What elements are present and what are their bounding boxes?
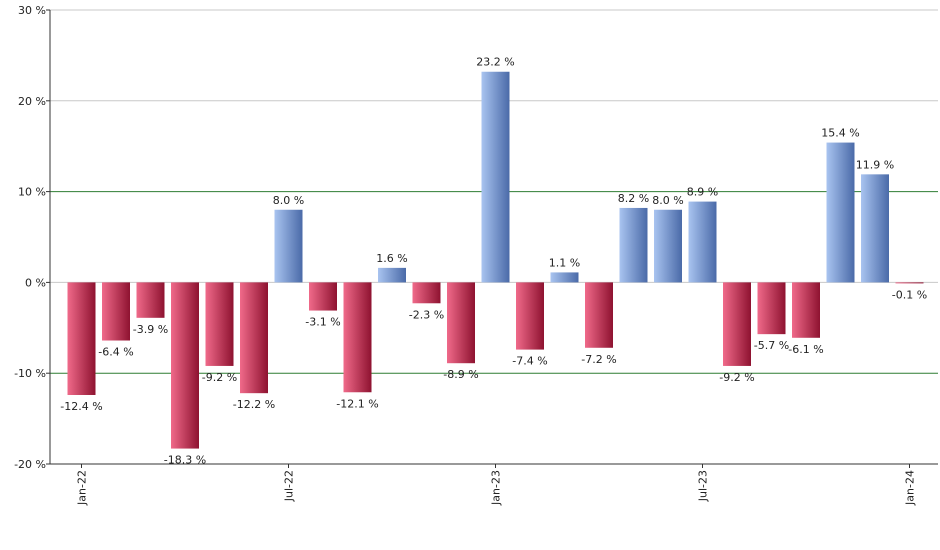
- bar-Jul-22: [274, 209, 303, 283]
- bar-Feb-22: [102, 282, 130, 341]
- data-label-Feb-23: -7.4 %: [512, 355, 547, 368]
- x-tick-label: Jan-24: [904, 470, 917, 506]
- data-labels: -12.4 % -6.4 %-3.9 % -18.3 % -9.2 % -12.2 % 8…: [60, 56, 927, 467]
- data-label-Aug-22: -3.1 %: [305, 316, 340, 329]
- bar-Dec-23: [861, 174, 889, 283]
- bar-Sep-22: [343, 282, 372, 393]
- bar-May-23: [619, 207, 648, 283]
- y-tick-label: 30 %: [18, 4, 46, 17]
- axes: -20 % -10 % 0 % 10 % 20 % 30 % Jan-22 Jul-22 Jan…: [14, 4, 938, 506]
- data-label-Jul-22: 8.0 %: [273, 194, 304, 207]
- data-label-Jun-22: -12.2 %: [233, 398, 275, 411]
- bar-Sep-23: [757, 282, 786, 335]
- data-label-Oct-22: 1.6 %: [376, 252, 407, 265]
- x-tick-label: Jul-23: [697, 470, 710, 502]
- data-label-Nov-23: 15.4 %: [821, 127, 859, 140]
- data-label-Jun-23: 8.0 %: [652, 194, 683, 207]
- bar-Jan-22: [67, 282, 96, 395]
- data-label-May-23: 8.2 %: [618, 192, 649, 205]
- data-label-Jan-22: -12.4 %: [60, 400, 102, 413]
- data-label-Aug-23: -9.2 %: [719, 371, 754, 384]
- y-tick-label: 20 %: [18, 95, 46, 108]
- y-tick-label: -10 %: [14, 367, 46, 380]
- data-label-May-22: -9.2 %: [202, 371, 237, 384]
- bar-Oct-23: [792, 282, 820, 338]
- bar-Apr-23: [585, 282, 613, 348]
- bar-Apr-22: [171, 282, 199, 449]
- data-label-Sep-22: -12.1 %: [336, 397, 378, 410]
- bar-Feb-23: [516, 282, 544, 350]
- x-tick-label: Jan-22: [76, 470, 89, 506]
- bar-Aug-23: [723, 282, 751, 366]
- data-label-Jan-23: 23.2 %: [476, 56, 514, 69]
- bar-Nov-23: [826, 142, 855, 283]
- data-label-Mar-22: -3.9 %: [133, 323, 168, 336]
- data-label-Feb-22: -6.4 %: [98, 346, 133, 359]
- bar-Aug-22: [309, 282, 337, 311]
- y-tick-label: 0 %: [25, 276, 46, 289]
- x-tick-label: Jul-22: [283, 470, 296, 502]
- bar-Mar-22: [136, 282, 165, 318]
- data-label-Nov-22: -2.3 %: [409, 308, 444, 321]
- x-tick-label: Jan-23: [490, 470, 503, 506]
- bar-Oct-22: [378, 267, 406, 283]
- data-label-Oct-23: -6.1 %: [788, 343, 823, 356]
- data-label-Mar-23: 1.1 %: [549, 256, 580, 269]
- bar-Nov-22: [412, 282, 441, 304]
- data-label-Sep-23: -5.7 %: [754, 339, 789, 352]
- data-label-Jul-23: 8.9 %: [687, 186, 718, 199]
- bar-May-22: [205, 282, 234, 366]
- y-tick-label: -20 %: [14, 458, 46, 471]
- data-label-Dec-22: -8.9 %: [443, 368, 478, 381]
- bar-Dec-22: [447, 282, 475, 364]
- bar-Jul-23: [688, 201, 717, 283]
- y-tick-label: 10 %: [18, 186, 46, 199]
- data-label-Apr-22: -18.3 %: [164, 454, 206, 467]
- bar-Jan-23: [481, 71, 510, 283]
- bar-Jun-22: [240, 282, 268, 394]
- data-label-Jan-24: -0.1 %: [892, 288, 927, 301]
- bar-Jan-24: [895, 282, 924, 284]
- bar-Mar-23: [550, 272, 579, 283]
- bars: [67, 71, 924, 449]
- data-label-Apr-23: -7.2 %: [581, 353, 616, 366]
- data-label-Dec-23: 11.9 %: [856, 158, 894, 171]
- bar-Jun-23: [654, 209, 682, 283]
